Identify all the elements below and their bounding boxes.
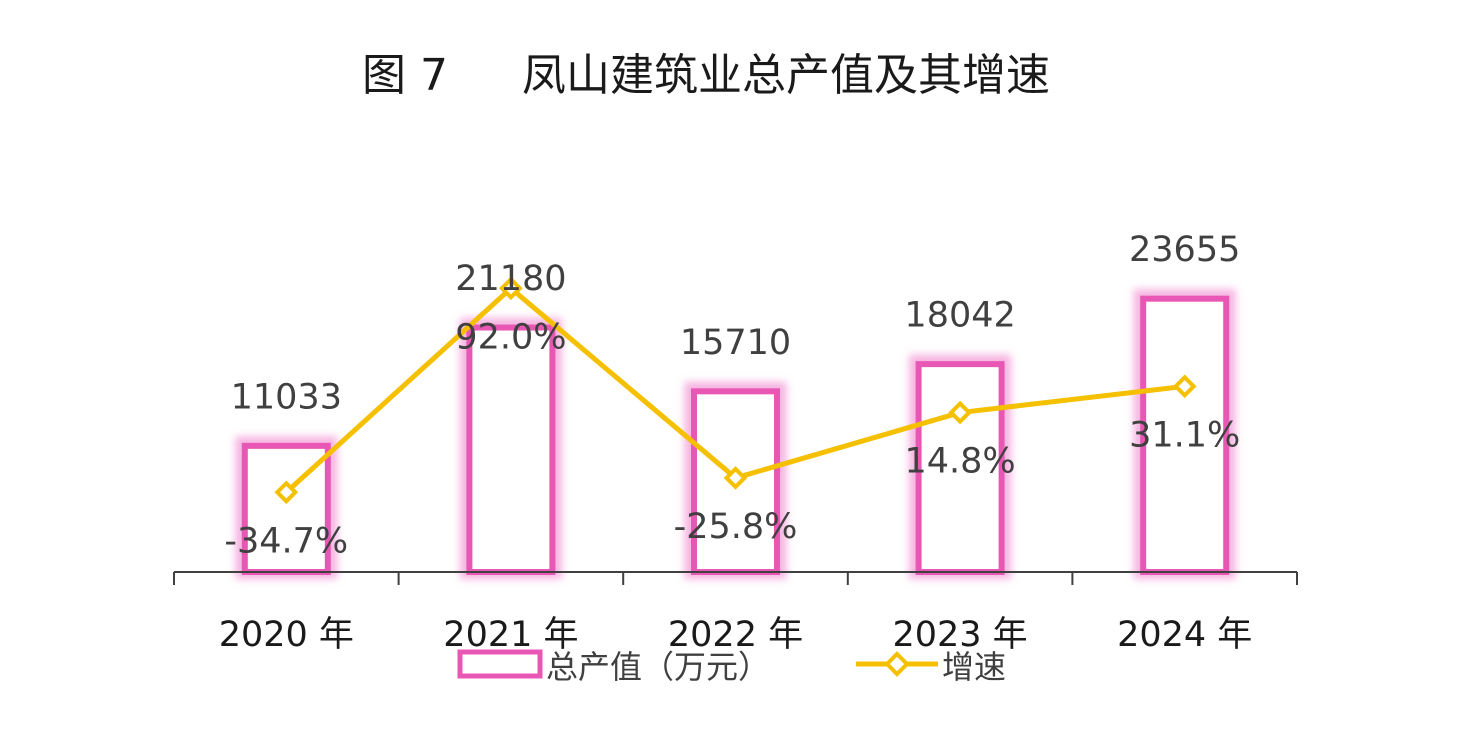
growth-series <box>274 276 1197 505</box>
growth-value-label: 92.0% <box>455 317 566 357</box>
category-labels: 2020 年 2021 年 2022 年 2023 年 2024 年 <box>219 615 1253 655</box>
chart-title: 凤山建筑业总产值及其增速 <box>522 50 1050 101</box>
growth-value-label: -34.7% <box>224 521 348 561</box>
category-label: 2021 年 <box>443 615 578 655</box>
legend: 总产值（万元） 增速 <box>457 648 1006 686</box>
legend-bar-label: 总产值（万元） <box>546 648 770 686</box>
bar <box>1140 295 1230 575</box>
category-label: 2024 年 <box>1117 615 1252 655</box>
bar-value-label: 23655 <box>1129 230 1240 270</box>
bar-value-label: 18042 <box>904 296 1015 336</box>
growth-value-label: 31.1% <box>1129 415 1240 455</box>
growth-marker <box>948 400 972 425</box>
bar <box>691 388 780 576</box>
growth-marker <box>274 480 299 505</box>
growth-marker <box>1172 374 1197 399</box>
category-label: 2020 年 <box>219 615 354 655</box>
growth-value-label: -25.8% <box>674 507 798 547</box>
bar-value-labels: 11033 21180 15710 18042 23655 <box>231 230 1241 417</box>
growth-value-label: 14.8% <box>905 442 1016 482</box>
bar-value-label: 21180 <box>455 259 566 299</box>
legend-line-marker <box>884 651 910 677</box>
growth-marker <box>499 276 523 301</box>
bar <box>915 361 1005 575</box>
category-label: 2022 年 <box>668 615 803 655</box>
legend-bar-swatch <box>457 649 543 679</box>
bar <box>466 324 556 575</box>
bar-value-label: 15710 <box>680 323 791 363</box>
category-label: 2023 年 <box>892 615 1027 655</box>
x-axis <box>173 571 1298 585</box>
growth-value-labels: -34.7% 92.0% -25.8% 14.8% 31.1% <box>224 317 1240 561</box>
growth-marker <box>723 466 748 490</box>
bar-value-label: 11033 <box>231 377 342 417</box>
chart-title-prefix: 图 7 <box>362 50 448 101</box>
legend-line-label: 增速 <box>942 648 1006 686</box>
